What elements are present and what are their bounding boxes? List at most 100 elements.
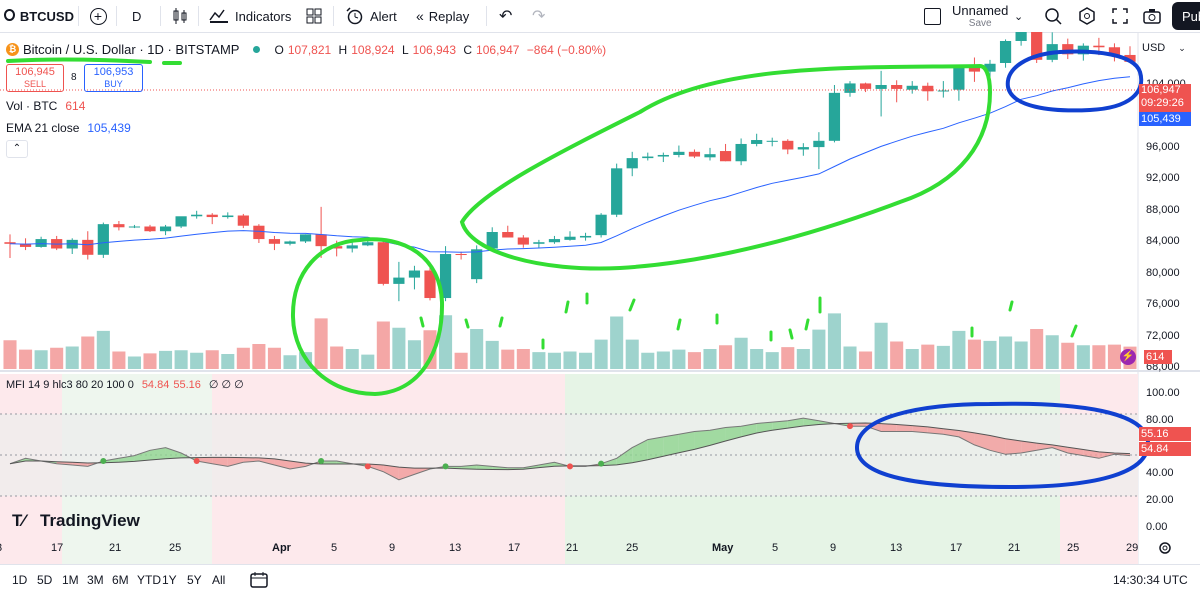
volume-bar	[112, 352, 125, 370]
ema-legend[interactable]: EMA 21 close 105,439	[6, 121, 131, 135]
volume-bar	[1092, 345, 1105, 369]
candle-body	[207, 215, 218, 217]
candle-body	[844, 83, 855, 92]
candle-body	[113, 224, 124, 227]
mfi-cross-dot	[598, 461, 604, 467]
time-axis-settings-button[interactable]	[1158, 541, 1172, 560]
time-axis-label: 25	[169, 542, 181, 554]
candle-body	[82, 240, 93, 255]
select-all-checkbox[interactable]	[924, 4, 941, 28]
volume-bar	[672, 350, 685, 369]
grid-icon	[306, 8, 322, 24]
volume-legend[interactable]: Vol · BTC 614	[6, 99, 85, 113]
candle-body	[751, 140, 762, 144]
range-button-5y[interactable]: 5Y	[187, 573, 202, 587]
volume-value: 614	[65, 99, 85, 113]
candle-body	[611, 168, 622, 214]
settings-button[interactable]	[1078, 4, 1096, 28]
layout-dropdown-button[interactable]: ⌄	[1014, 4, 1023, 28]
volume-bar	[81, 337, 94, 370]
range-button-all[interactable]: All	[212, 573, 225, 587]
time-axis-label: 21	[566, 542, 578, 554]
bitcoin-logo-icon: ₿	[6, 43, 19, 56]
undo-button[interactable]: ↶	[499, 4, 512, 28]
volume-bar	[455, 353, 468, 369]
candle-body	[938, 91, 949, 92]
interval-button[interactable]: D	[132, 4, 141, 28]
symbol-search-button[interactable]: BTCUSD	[4, 4, 74, 28]
range-button-1m[interactable]: 1M	[62, 573, 79, 587]
candle-body	[238, 215, 249, 225]
time-axis-label: 25	[626, 542, 638, 554]
compare-symbol-button[interactable]: +	[88, 4, 108, 28]
time-axis-label: 29	[1126, 542, 1138, 554]
volume-bar	[346, 349, 359, 369]
chevron-down-icon: ⌄	[1014, 10, 1023, 23]
volume-bar	[579, 353, 592, 369]
chart-type-button[interactable]	[172, 4, 188, 28]
mfi-axis-label: 100.00	[1146, 387, 1180, 399]
mfi-cross-dot	[847, 423, 853, 429]
candle-body	[253, 226, 264, 239]
candle-body	[813, 141, 824, 147]
layout-save-status: Save	[969, 18, 992, 29]
mfi-axis-label: 0.00	[1146, 521, 1167, 533]
redo-button[interactable]: ↷	[532, 4, 545, 28]
price-chart[interactable]: T⁄ TradingView	[0, 32, 1200, 567]
time-axis-label: 9	[830, 542, 836, 554]
range-button-1d[interactable]: 1D	[12, 573, 27, 587]
indicators-button[interactable]: Indicators	[209, 4, 291, 28]
range-button-6m[interactable]: 6M	[112, 573, 129, 587]
candles-icon	[172, 7, 188, 25]
undo-icon: ↶	[499, 6, 512, 26]
time-axis[interactable]: 3172125Apr5913172125May591317212529	[0, 540, 1138, 560]
volume-bar	[159, 351, 172, 369]
price-axis-label: 96,000	[1146, 141, 1180, 153]
candle-body	[596, 215, 607, 235]
volume-bar	[843, 347, 856, 370]
goto-date-button[interactable]	[250, 571, 268, 594]
change-value: −864 (−0.80%)	[527, 43, 606, 57]
alert-button[interactable]: Alert	[346, 4, 397, 28]
volume-bar	[501, 350, 514, 369]
currency-selector[interactable]: USD ⌄	[1142, 42, 1186, 54]
candle-body	[860, 83, 871, 89]
volume-bar	[470, 329, 483, 369]
time-axis-label: 13	[449, 542, 461, 554]
volume-bar	[97, 331, 110, 369]
volume-bar	[859, 352, 872, 370]
candle-body	[144, 227, 155, 232]
range-button-ytd[interactable]: YTD	[137, 573, 161, 587]
candle-body	[891, 85, 902, 89]
mfi-cross-dot	[100, 458, 106, 464]
buy-button[interactable]: 106,953 BUY	[84, 64, 143, 92]
volume-bar	[143, 353, 156, 369]
templates-button[interactable]	[306, 4, 322, 28]
candle-body	[191, 215, 202, 217]
publish-button[interactable]: Pub	[1172, 2, 1200, 30]
volume-bar	[657, 352, 670, 370]
volume-bar	[999, 337, 1012, 370]
last-price-tag: 106,947 09:29:26	[1139, 84, 1191, 112]
fullscreen-button[interactable]	[1112, 4, 1128, 28]
volume-bar	[563, 352, 576, 370]
quick-search-button[interactable]	[1044, 4, 1062, 28]
symbol-title[interactable]: Bitcoin / U.S. Dollar · 1D · BITSTAMP	[23, 42, 239, 57]
replay-button[interactable]: « Replay	[416, 4, 469, 28]
range-button-3m[interactable]: 3M	[87, 573, 104, 587]
layout-menu-button[interactable]: Unnamed Save	[952, 2, 1008, 30]
volume-bar	[486, 341, 499, 369]
sell-button[interactable]: 106,945 SELL	[6, 64, 64, 92]
gear-icon	[1078, 7, 1096, 25]
range-button-1y[interactable]: 1Y	[162, 573, 177, 587]
volume-bar	[937, 346, 950, 369]
time-axis-label: 21	[1008, 542, 1020, 554]
volume-bar	[983, 341, 996, 369]
range-button-5d[interactable]: 5D	[37, 573, 52, 587]
camera-icon	[1143, 8, 1161, 24]
mfi-legend[interactable]: MFI 14 9 hlc3 80 20 100 0 54.84 55.16 ∅ …	[6, 378, 244, 391]
snapshot-button[interactable]	[1143, 4, 1161, 28]
clock-timezone[interactable]: 14:30:34 UTC	[1113, 573, 1188, 587]
collapse-legend-button[interactable]: ⌃	[6, 140, 28, 158]
